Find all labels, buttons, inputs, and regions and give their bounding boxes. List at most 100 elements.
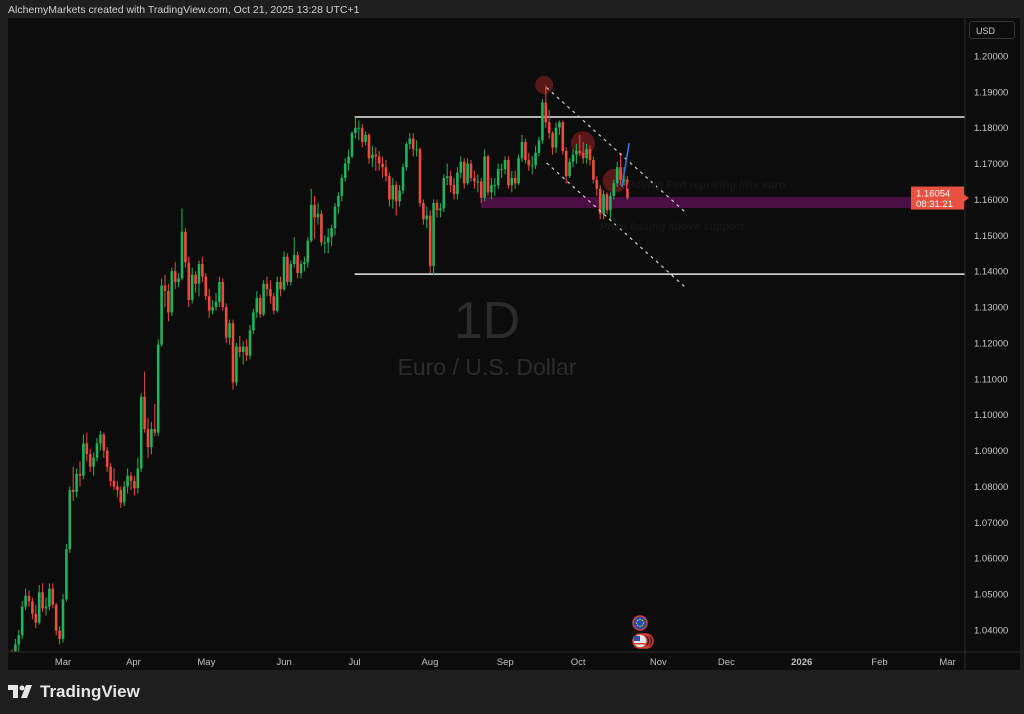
price-tick-label: 1.09000 <box>974 446 1008 457</box>
candle-body <box>85 443 89 455</box>
candle-body <box>207 296 211 311</box>
candle-body <box>88 454 92 467</box>
candle-body <box>150 429 153 447</box>
channel-lower-line[interactable] <box>546 162 686 288</box>
candle-body <box>347 156 350 164</box>
candle-body <box>564 151 568 177</box>
candle-body <box>337 195 340 207</box>
price-tick-label: 1.14000 <box>974 267 1008 278</box>
candle-body <box>136 468 140 489</box>
candle-body <box>473 177 476 182</box>
candle-body <box>592 160 595 180</box>
candle-body <box>456 172 459 195</box>
eu-star <box>639 625 641 628</box>
candle-body <box>31 601 34 614</box>
candle-body <box>37 592 41 623</box>
tradingview-logo-icon <box>8 685 32 698</box>
time-tick-label: Apr <box>126 657 141 668</box>
eu-star <box>636 619 639 622</box>
candle-body <box>245 346 248 356</box>
candle-body <box>354 127 357 134</box>
candle-body <box>139 396 143 469</box>
candle-body <box>503 160 507 169</box>
candle-body <box>51 588 55 605</box>
price-tick-label: 1.17000 <box>974 159 1008 170</box>
candle-body <box>275 281 279 311</box>
candle-body <box>11 655 14 664</box>
candle-body <box>595 179 599 189</box>
candle-body <box>214 301 218 308</box>
time-tick-label: Nov <box>650 657 667 668</box>
candle-body <box>167 290 170 313</box>
candle-body <box>116 486 119 491</box>
annotation-price-basing[interactable]: Price basing above support <box>600 221 746 233</box>
candle-body <box>394 185 398 202</box>
candle-body <box>459 161 463 173</box>
candle-body <box>292 255 296 265</box>
candle-body <box>357 127 361 129</box>
candle-body <box>439 208 442 211</box>
candle-body <box>65 549 68 600</box>
candle-body <box>541 102 544 141</box>
candle-body <box>235 346 238 383</box>
candle-body <box>343 163 347 178</box>
candle-body <box>517 158 520 184</box>
highlight-circle[interactable] <box>535 76 554 95</box>
time-tick-label: Mar <box>939 657 955 668</box>
candle-body <box>95 443 99 458</box>
candle-body <box>78 473 82 476</box>
candle-body <box>153 429 157 433</box>
candle-body <box>340 177 344 196</box>
candle-body <box>333 206 337 229</box>
plot-area: 1D Euro / U.S. Dollar Dovish Fed repricing… <box>11 76 965 664</box>
candle-body <box>265 283 269 290</box>
support-zone[interactable] <box>480 196 965 209</box>
candle-body <box>221 281 225 308</box>
candle-body <box>520 142 524 159</box>
candle-body <box>554 127 558 148</box>
candle-body <box>262 283 265 315</box>
projection-path[interactable] <box>621 143 630 188</box>
eu-flag-icon[interactable] <box>632 615 648 631</box>
candle-body <box>561 122 565 152</box>
symbol-watermark: Euro / U.S. Dollar <box>398 354 577 380</box>
candle-body <box>605 194 609 211</box>
candle-body <box>102 434 106 451</box>
time-tick-label: Dec <box>718 657 735 668</box>
candle-body <box>476 181 480 183</box>
candle-body <box>82 443 85 476</box>
brand-name: TradingView <box>40 682 140 701</box>
eu-flag-circle <box>632 615 648 631</box>
candle-body <box>609 195 612 211</box>
candle-body <box>418 149 422 204</box>
tradingview-logo[interactable]: TradingView <box>8 682 140 702</box>
currency-button[interactable]: USD <box>969 21 1015 39</box>
time-tick-label: 2026 <box>791 657 812 668</box>
us-flag-icon[interactable] <box>632 633 654 649</box>
time-tick-label: Mar <box>55 657 71 668</box>
candle-body <box>201 264 204 277</box>
candle-body <box>547 122 551 134</box>
chart-pane[interactable] <box>8 18 1020 670</box>
us-flag-stripe <box>634 643 646 645</box>
candle-body <box>350 133 354 157</box>
current-price-label[interactable] <box>911 186 964 210</box>
candle-body <box>422 203 425 220</box>
candle-body <box>510 177 514 186</box>
candle-body <box>269 289 272 297</box>
candle-body <box>384 167 388 177</box>
time-tick-label: Jun <box>276 657 291 668</box>
candle-body <box>20 606 24 636</box>
candle-body <box>44 606 48 609</box>
candle-body <box>170 271 174 313</box>
channel-upper-line[interactable] <box>546 87 686 213</box>
candle-body <box>241 346 245 352</box>
price-tick-label: 1.10000 <box>974 410 1008 421</box>
annotation-dovish-fed[interactable]: Dovish Fed repricing lifts euro <box>627 180 786 192</box>
candle-body <box>486 156 490 193</box>
us-flag-canton <box>634 636 640 641</box>
bar-countdown: 08:31:21 <box>916 199 953 210</box>
candle-body <box>500 168 503 170</box>
candle-body <box>99 434 102 444</box>
